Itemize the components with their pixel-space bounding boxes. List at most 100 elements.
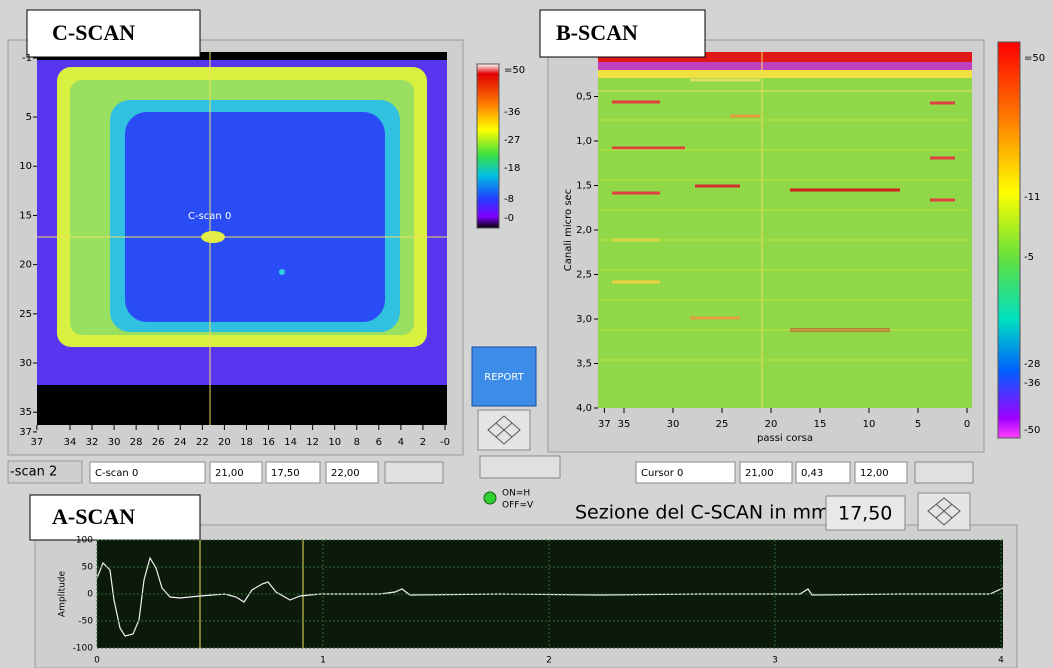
a-x-tick-label: 3 [772, 656, 778, 666]
control-field[interactable] [209, 461, 263, 484]
b-x-tick-label: 10 [863, 419, 876, 430]
b-colorbar-label: -28 [1024, 359, 1040, 370]
c-x-tick-label: 22 [196, 437, 209, 448]
c-x-tick-label: 4 [398, 437, 404, 448]
control-value[interactable]: 21,00 [215, 468, 244, 479]
b-scan-title: B-SCAN [556, 20, 638, 45]
c-y-tick-label: 15 [19, 210, 32, 221]
control-field[interactable] [795, 461, 851, 484]
c-y-tick-label: 30 [19, 358, 32, 369]
c-scan-title-box [26, 9, 201, 58]
section-value: 17,50 [838, 503, 892, 525]
a-x-tick-label: 2 [546, 656, 552, 666]
cursor-tools[interactable] [914, 461, 974, 484]
c-y-tick-label: 37 [19, 427, 32, 438]
b-y-tick-label: 2,5 [576, 270, 592, 281]
b-scan-title-box [539, 9, 706, 58]
a-x-tick-label: 4 [998, 656, 1004, 666]
tab[interactable] [7, 460, 83, 484]
section-label: Sezione del C-SCAN in mm [575, 502, 830, 524]
c-x-tick-label: 37 [31, 437, 44, 448]
c-scan-colorbar [476, 63, 500, 229]
c-y-tick-label: 25 [19, 309, 32, 320]
c-scan-title: C-SCAN [52, 20, 135, 45]
c-colorbar-label: -36 [504, 107, 520, 118]
control-field[interactable] [739, 461, 793, 484]
b-y-tick-label: 2,0 [576, 225, 592, 236]
a-x-tick-label: 1 [320, 656, 326, 666]
c-x-tick-label: 34 [64, 437, 77, 448]
c-colorbar-label: -8 [504, 194, 514, 205]
b-colorbar-label: =50 [1024, 53, 1045, 64]
a-y-tick-label: 100 [76, 536, 93, 546]
c-x-tick-label: 20 [218, 437, 231, 448]
control-value[interactable]: 21,00 [745, 468, 774, 479]
b-y-tick-label: 1,0 [576, 136, 592, 147]
switch-off: OFF=V [502, 501, 534, 511]
c-colorbar-label: -0 [504, 213, 514, 224]
b-x-tick-label: 5 [915, 419, 921, 430]
control-value[interactable]: 17,50 [271, 468, 300, 479]
b-scan-y-label: Canali micro sec [563, 189, 574, 271]
b-y-tick-label: 3,5 [576, 359, 592, 370]
report-button[interactable] [471, 346, 537, 407]
control-value[interactable]: 22,00 [331, 468, 360, 479]
control-field[interactable] [325, 461, 379, 484]
tab-label[interactable]: -scan 2 [10, 465, 57, 480]
b-colorbar-label: -11 [1024, 192, 1040, 203]
c-x-tick-label: -0 [440, 437, 450, 448]
control-value[interactable]: 0,43 [801, 468, 823, 479]
c-x-tick-label: 8 [354, 437, 360, 448]
switch-on: ON=H [502, 489, 530, 499]
control-field[interactable] [89, 461, 206, 484]
led[interactable] [483, 491, 497, 505]
control-value[interactable]: Cursor 0 [641, 468, 683, 479]
a-scan-y-label: Amplitude [58, 570, 68, 617]
cursor-tools[interactable] [384, 461, 444, 484]
c-y-tick-label: 35 [19, 407, 32, 418]
a-y-tick-label: 0 [87, 590, 93, 600]
a-y-tick-label: -50 [78, 617, 93, 627]
c-x-tick-label: 14 [284, 437, 297, 448]
b-scan-x-label: passi corsa [757, 433, 813, 444]
b-x-tick-label: 15 [814, 419, 827, 430]
b-x-tick-label: 25 [716, 419, 729, 430]
c-y-tick-label: 10 [19, 161, 32, 172]
c-scan-cursor-label: C-scan 0 [188, 211, 231, 222]
a-scan-title: A-SCAN [52, 504, 135, 529]
control-value[interactable]: C-scan 0 [95, 468, 138, 479]
c-y-tick-label: 20 [19, 260, 32, 271]
navigate-button[interactable] [477, 409, 531, 451]
b-colorbar-label: -5 [1024, 252, 1034, 263]
c-x-tick-label: 10 [328, 437, 341, 448]
a-x-tick-label: 0 [94, 656, 100, 666]
tool-palette[interactable] [479, 455, 561, 479]
b-scan-image [598, 52, 972, 408]
b-y-tick-label: 3,0 [576, 314, 592, 325]
c-x-tick-label: 24 [174, 437, 187, 448]
a-y-tick-label: -100 [73, 644, 94, 654]
b-scan-colorbar [997, 41, 1021, 439]
control-field[interactable] [854, 461, 908, 484]
b-y-tick-label: 4,0 [576, 403, 592, 414]
waveform [96, 556, 1004, 637]
a-y-tick-label: 50 [82, 563, 94, 573]
section-button[interactable] [917, 492, 971, 531]
report-label[interactable]: REPORT [484, 372, 524, 383]
b-x-tick-label: 20 [765, 419, 778, 430]
b-colorbar-label: -36 [1024, 378, 1040, 389]
c-x-tick-label: 26 [152, 437, 165, 448]
c-colorbar-label: -27 [504, 135, 520, 146]
control-value[interactable]: 12,00 [860, 468, 889, 479]
c-x-tick-label: 2 [420, 437, 426, 448]
b-x-tick-label: 35 [618, 419, 631, 430]
control-field[interactable] [635, 461, 736, 484]
c-y-tick-label: 5 [26, 112, 32, 123]
a-scan-title-box [29, 494, 201, 541]
c-x-tick-label: 18 [240, 437, 253, 448]
control-field[interactable] [265, 461, 321, 484]
c-x-tick-label: 32 [86, 437, 99, 448]
c-x-tick-label: 28 [130, 437, 143, 448]
c-colorbar-label: -18 [504, 163, 520, 174]
